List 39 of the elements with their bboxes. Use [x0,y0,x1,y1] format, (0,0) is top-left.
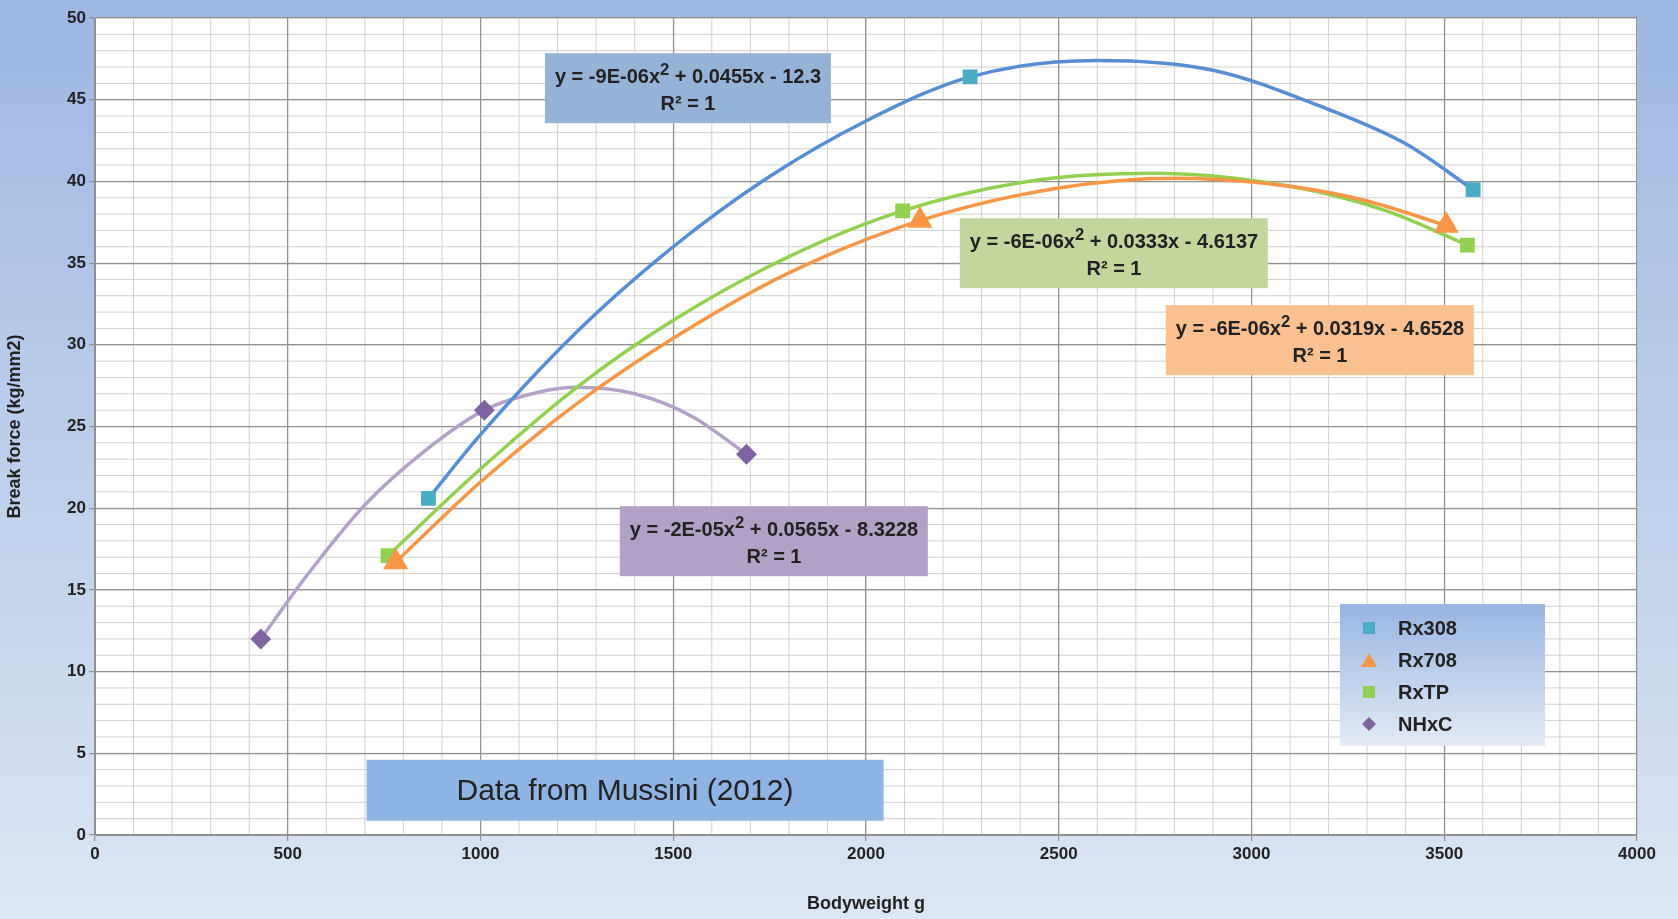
point [962,69,978,85]
x-tick-label: 1500 [654,843,693,863]
y-tick-label: 30 [67,334,86,354]
point [421,490,436,506]
x-tick-label: 4000 [1618,843,1656,863]
legend-label: Rx708 [1398,648,1457,672]
x-tick-label: 500 [273,843,302,863]
x-tick-label: 3000 [1232,843,1271,863]
y-tick-label: 25 [67,416,86,436]
point [474,400,495,420]
y-tick-label: 45 [67,89,86,109]
note-box: y = -6E-06x$^{2}$ + 0.0319x - 4.6528 R² = 1 [1165,305,1475,375]
legend-label: Rx308 [1398,616,1457,640]
point [251,629,271,649]
note-box: y = -2E-05x$^{2}$ + 0.0565x - 8.3228 R² = 1 [619,506,929,576]
y-tick-label: 20 [67,497,86,517]
y-tick-label: 5 [76,742,86,762]
y-tick-label: 15 [67,579,86,599]
y-tick-label: 50 [67,7,86,27]
note-box: Data from Mussini (2012) [366,759,884,821]
x-tick-label: 3500 [1425,843,1464,863]
y-tick-label: 35 [67,252,86,272]
x-tick-label: 2000 [847,843,885,863]
note-box: y = -6E-06x$^{2}$ + 0.0333x - 4.6137 R² = 1 [959,218,1269,288]
point [1465,182,1481,197]
note-box: y = -9E-06x$^{2}$ + 0.0455x - 12.3 R² = 1 [544,53,832,123]
y-axis-title: Break force (kg/mm2) [3,334,24,519]
point [736,444,757,465]
y-tick-label: 40 [67,171,86,191]
x-tick-label: 0 [90,843,100,863]
x-tick-label: 1000 [461,843,500,863]
x-tick-label: 2500 [1039,843,1078,863]
legend-label: NHxC [1398,712,1453,736]
legend-label: RxTP [1398,680,1450,704]
x-axis-title: Bodyweight g [807,893,925,914]
point [1459,237,1475,253]
point [895,203,911,219]
y-tick-label: 10 [67,661,86,681]
y-tick-label: 0 [76,824,86,844]
